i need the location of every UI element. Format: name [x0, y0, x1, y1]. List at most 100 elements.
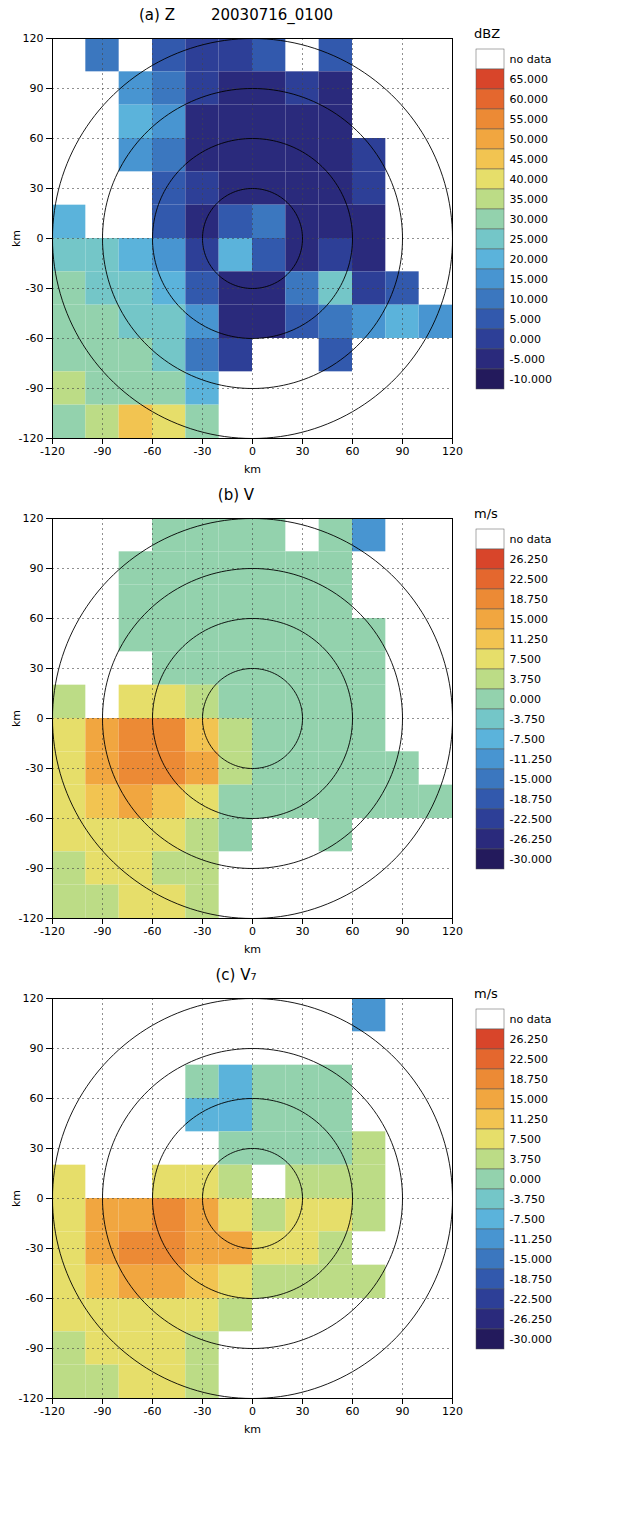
svg-text:0: 0 [37, 1192, 44, 1205]
svg-text:-7.500: -7.500 [510, 1213, 545, 1226]
svg-text:-30: -30 [26, 1242, 44, 1255]
svg-text:25.000: 25.000 [510, 233, 549, 246]
svg-text:3.750: 3.750 [510, 673, 542, 686]
svg-text:90: 90 [396, 925, 410, 938]
svg-text:10.000: 10.000 [510, 293, 549, 306]
svg-text:0: 0 [37, 712, 44, 725]
svg-text:-90: -90 [94, 1405, 112, 1418]
svg-text:15.000: 15.000 [510, 273, 549, 286]
svg-text:11.250: 11.250 [510, 1113, 549, 1126]
svg-text:-30: -30 [194, 445, 212, 458]
svg-text:-90: -90 [26, 862, 44, 875]
svg-text:0.000: 0.000 [510, 1173, 542, 1186]
svg-text:30: 30 [30, 182, 44, 195]
svg-text:30: 30 [30, 662, 44, 675]
svg-text:-11.250: -11.250 [510, 1233, 552, 1246]
svg-text:0: 0 [249, 1405, 256, 1418]
svg-text:90: 90 [30, 562, 44, 575]
svg-text:35.000: 35.000 [510, 193, 549, 206]
svg-text:0: 0 [249, 445, 256, 458]
svg-text:-26.250: -26.250 [510, 1313, 552, 1326]
svg-text:-30.000: -30.000 [510, 1333, 552, 1346]
svg-text:-60: -60 [26, 1292, 44, 1305]
svg-text:40.000: 40.000 [510, 173, 549, 186]
svg-text:7.500: 7.500 [510, 1133, 542, 1146]
svg-text:30.000: 30.000 [510, 213, 549, 226]
svg-text:-15.000: -15.000 [510, 1253, 552, 1266]
svg-text:-90: -90 [26, 1342, 44, 1355]
svg-text:-15.000: -15.000 [510, 773, 552, 786]
svg-text:5.000: 5.000 [510, 313, 542, 326]
svg-text:-26.250: -26.250 [510, 833, 552, 846]
svg-text:90: 90 [30, 1042, 44, 1055]
svg-text:15.000: 15.000 [510, 613, 549, 626]
svg-text:-10.000: -10.000 [510, 373, 552, 386]
svg-text:30: 30 [296, 445, 310, 458]
svg-text:90: 90 [396, 1405, 410, 1418]
svg-text:90: 90 [30, 82, 44, 95]
svg-text:-18.750: -18.750 [510, 793, 552, 806]
svg-text:no data: no data [510, 53, 552, 66]
svg-text:-7.500: -7.500 [510, 733, 545, 746]
svg-text:-5.000: -5.000 [510, 353, 545, 366]
svg-text:-18.750: -18.750 [510, 1273, 552, 1286]
svg-text:-11.250: -11.250 [510, 753, 552, 766]
svg-text:km: km [10, 710, 23, 727]
svg-text:-30: -30 [26, 282, 44, 295]
svg-text:26.250: 26.250 [510, 553, 549, 566]
svg-text:no data: no data [510, 533, 552, 546]
svg-text:90: 90 [396, 445, 410, 458]
svg-text:-120: -120 [40, 925, 65, 938]
svg-text:-22.500: -22.500 [510, 1293, 552, 1306]
svg-text:-30: -30 [194, 925, 212, 938]
svg-text:26.250: 26.250 [510, 1033, 549, 1046]
svg-text:-60: -60 [26, 812, 44, 825]
svg-text:0.000: 0.000 [510, 693, 542, 706]
svg-text:120: 120 [23, 992, 44, 1005]
svg-text:-3.750: -3.750 [510, 713, 545, 726]
svg-text:65.000: 65.000 [510, 73, 549, 86]
svg-text:-120: -120 [19, 912, 44, 925]
svg-text:-120: -120 [40, 1405, 65, 1418]
svg-text:-30: -30 [26, 762, 44, 775]
svg-text:0: 0 [37, 232, 44, 245]
svg-text:60: 60 [346, 445, 360, 458]
svg-text:no data: no data [510, 1013, 552, 1026]
svg-text:120: 120 [442, 925, 463, 938]
svg-text:-60: -60 [26, 332, 44, 345]
svg-text:18.750: 18.750 [510, 1073, 549, 1086]
svg-text:-60: -60 [144, 925, 162, 938]
svg-text:120: 120 [442, 1405, 463, 1418]
svg-text:7.500: 7.500 [510, 653, 542, 666]
svg-text:60: 60 [30, 1092, 44, 1105]
svg-text:18.750: 18.750 [510, 593, 549, 606]
svg-text:0.000: 0.000 [510, 333, 542, 346]
svg-text:-120: -120 [19, 432, 44, 445]
svg-text:-120: -120 [19, 1392, 44, 1405]
svg-text:30: 30 [296, 1405, 310, 1418]
svg-text:km: km [10, 1190, 23, 1207]
svg-text:km: km [244, 1423, 261, 1436]
svg-text:-90: -90 [94, 925, 112, 938]
svg-text:120: 120 [23, 32, 44, 45]
svg-text:-60: -60 [144, 445, 162, 458]
svg-text:-22.500: -22.500 [510, 813, 552, 826]
svg-text:-60: -60 [144, 1405, 162, 1418]
svg-text:3.750: 3.750 [510, 1153, 542, 1166]
svg-text:120: 120 [23, 512, 44, 525]
svg-text:45.000: 45.000 [510, 153, 549, 166]
svg-text:-3.750: -3.750 [510, 1193, 545, 1206]
svg-text:-120: -120 [40, 445, 65, 458]
svg-text:60: 60 [30, 612, 44, 625]
svg-text:60.000: 60.000 [510, 93, 549, 106]
svg-text:60: 60 [30, 132, 44, 145]
svg-text:120: 120 [442, 445, 463, 458]
svg-text:22.500: 22.500 [510, 1053, 549, 1066]
svg-text:-30.000: -30.000 [510, 853, 552, 866]
svg-text:km: km [244, 463, 261, 476]
svg-text:60: 60 [346, 925, 360, 938]
svg-text:60: 60 [346, 1405, 360, 1418]
svg-text:50.000: 50.000 [510, 133, 549, 146]
svg-text:55.000: 55.000 [510, 113, 549, 126]
svg-text:30: 30 [296, 925, 310, 938]
